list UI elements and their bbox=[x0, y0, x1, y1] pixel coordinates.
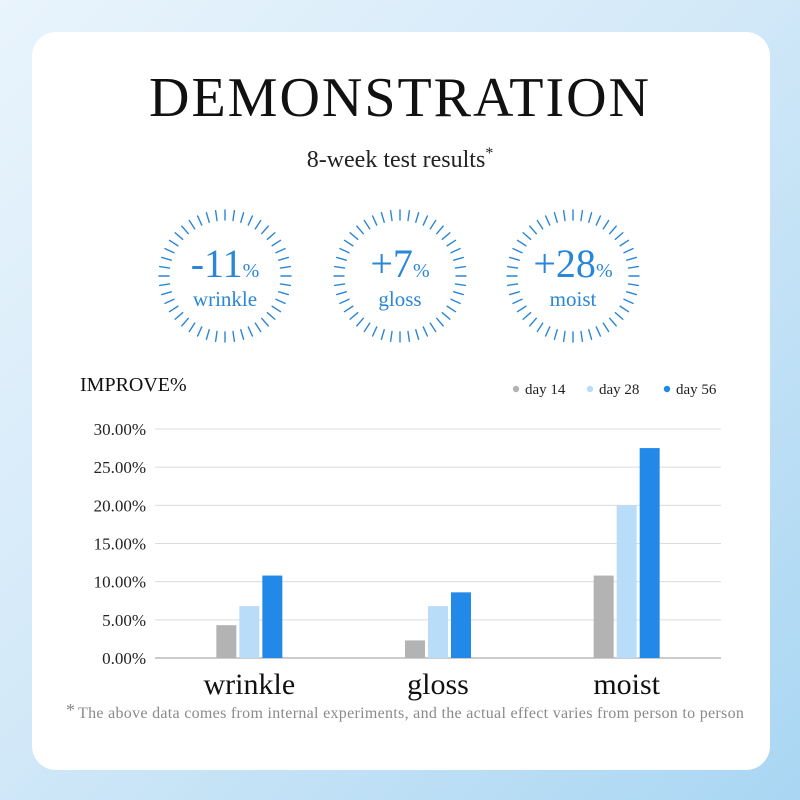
legend-label: day 14 bbox=[525, 382, 566, 398]
stat-number: -11 bbox=[190, 241, 243, 286]
legend-swatch bbox=[663, 385, 671, 393]
x-category-label: wrinkle bbox=[204, 668, 296, 701]
stat-badge-wrinkle: -11% wrinkle bbox=[155, 206, 295, 346]
dashed-ring-icon bbox=[158, 209, 292, 343]
y-tick-label: 15.00% bbox=[94, 535, 146, 554]
page-title: DEMONSTRATION bbox=[149, 67, 651, 129]
y-tick-label: 20.00% bbox=[94, 496, 146, 515]
y-tick-label: 5.00% bbox=[102, 611, 146, 630]
stat-unit: % bbox=[242, 260, 260, 282]
bar-gloss-day28 bbox=[428, 606, 448, 658]
bar-moist-day28 bbox=[616, 505, 637, 658]
stat-label: wrinkle bbox=[192, 287, 258, 311]
stat-label: moist bbox=[549, 287, 597, 311]
bar-wrinkle-day28 bbox=[239, 606, 260, 658]
bar-moist-day14 bbox=[593, 575, 614, 658]
bar-wrinkle-day56 bbox=[262, 575, 283, 658]
legend-swatch bbox=[512, 385, 520, 393]
stat-value: -11% bbox=[155, 244, 295, 284]
stat-badge-moist: +28% moist bbox=[503, 206, 643, 346]
stat-value: +28% bbox=[503, 244, 643, 284]
stat-label: gloss bbox=[378, 287, 422, 311]
y-tick-label: 30.00% bbox=[94, 420, 146, 439]
x-category-label: moist bbox=[593, 668, 660, 701]
subtitle-asterisk: * bbox=[485, 145, 494, 162]
bar-gloss-day56 bbox=[451, 592, 471, 658]
y-tick-label: 0.00% bbox=[102, 649, 146, 668]
dashed-ring-icon bbox=[333, 209, 467, 343]
footnote: * The above data comes from internal exp… bbox=[66, 700, 756, 722]
stat-unit: % bbox=[595, 260, 613, 282]
dashed-ring-icon bbox=[506, 209, 640, 343]
legend-label: day 28 bbox=[599, 382, 639, 398]
bar-moist-day56 bbox=[639, 448, 660, 658]
legend-label: day 56 bbox=[676, 382, 717, 398]
footnote-text: The above data comes from internal exper… bbox=[78, 705, 745, 722]
page-subtitle: 8-week test results* bbox=[0, 145, 800, 173]
stat-number: +7 bbox=[370, 241, 413, 286]
legend-swatch bbox=[586, 385, 594, 393]
bar-gloss-day14 bbox=[405, 640, 425, 658]
subtitle-text: 8-week test results bbox=[306, 147, 486, 173]
stat-badge-gloss: +7% gloss bbox=[330, 206, 470, 346]
y-tick-label: 25.00% bbox=[94, 458, 146, 477]
y-tick-label: 10.00% bbox=[94, 573, 146, 592]
stat-number: +28 bbox=[533, 241, 596, 286]
stat-unit: % bbox=[412, 260, 430, 282]
bar-wrinkle-day14 bbox=[216, 625, 237, 658]
x-category-label: gloss bbox=[407, 668, 469, 701]
stat-value: +7% bbox=[330, 244, 470, 284]
y-axis-label: IMPROVE% bbox=[80, 374, 187, 396]
footnote-asterisk: * bbox=[66, 700, 76, 720]
